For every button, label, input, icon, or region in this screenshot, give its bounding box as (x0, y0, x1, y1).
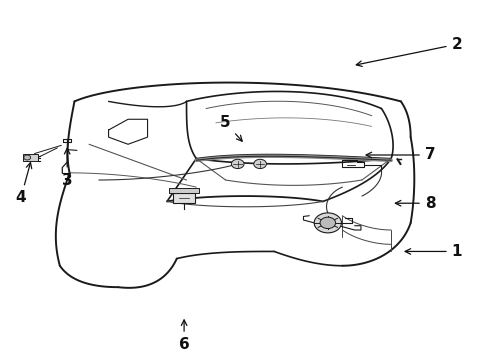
Text: 6: 6 (179, 320, 190, 352)
Text: 3: 3 (62, 148, 73, 188)
Text: 7: 7 (366, 148, 436, 162)
Circle shape (320, 217, 336, 229)
Bar (24, 154, 38, 161)
Circle shape (314, 213, 342, 233)
Bar (173, 193, 195, 203)
Circle shape (24, 155, 30, 160)
Bar (170, 188, 199, 193)
Text: 1: 1 (405, 244, 462, 259)
Text: 5: 5 (220, 115, 242, 141)
Circle shape (254, 159, 267, 168)
Text: 8: 8 (395, 196, 436, 211)
Text: 4: 4 (16, 163, 32, 205)
Text: 2: 2 (356, 37, 463, 67)
Circle shape (231, 159, 244, 168)
